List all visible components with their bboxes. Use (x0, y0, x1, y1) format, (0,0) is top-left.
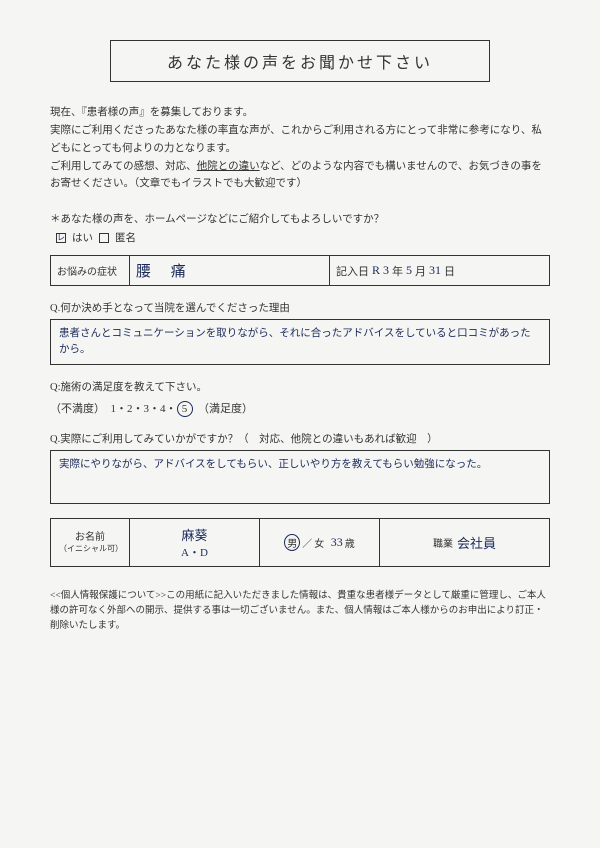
date-month: 5 (406, 263, 412, 278)
privacy-notice: <<個人情報保護について>>この用紙に記入いただきました情報は、貴重な患者様デー… (50, 589, 550, 635)
consent-checkboxes: レ はい 匿名 (50, 230, 550, 245)
occupation-value: 会社員 (457, 533, 496, 552)
rating-row: （不満度） 1・2・3・4・5 （満足度） (50, 400, 550, 417)
name-value-cell: 麻葵 A・D (130, 518, 260, 567)
question-2: Q:施術の満足度を教えて下さい。 (50, 379, 550, 394)
answer-3-box: 実際にやりながら、アドバイスをしてもらい、正しいやり方を教えてもらい勉強になった… (50, 450, 550, 504)
symptom-date-row: お悩みの症状 腰 痛 記入日 R 3 年 5 月 31 日 (50, 255, 550, 286)
name-info-row: お名前 （イニシャル可） 麻葵 A・D 男 ／ 女 33 歳 職業 会社員 (50, 518, 550, 567)
checkbox-anon[interactable] (99, 233, 109, 243)
checkbox-anon-label: 匿名 (115, 230, 136, 245)
name-label-cell: お名前 （イニシャル可） (50, 518, 130, 567)
intro-line: ご利用してみての感想、対応、他院との違いなど、どのような内容でも構いませんので、… (50, 158, 550, 194)
gender-female: 女 (314, 535, 324, 550)
gender-age-cell: 男 ／ 女 33 歳 (260, 518, 380, 567)
question-3: Q.実際にご利用してみていかがですか？（ 対応、他院との違いもあれば歓迎 ） (50, 431, 550, 446)
intro-block: 現在、『患者様の声』を募集しております。 実際にご利用くださったあなた様の率直な… (50, 104, 550, 193)
consent-question: ＊あなた様の声を、ホームページなどにご紹介してもよろしいですか？ (50, 211, 550, 226)
page-title: あなた様の声をお聞かせ下さい (167, 55, 433, 72)
date-day: 31 (429, 263, 441, 278)
symptom-value: 腰 痛 (136, 260, 194, 281)
name-kanji: 麻葵 (181, 525, 207, 544)
name-initial: A・D (181, 544, 208, 560)
date-era: R (372, 263, 380, 278)
symptom-value-cell: 腰 痛 (130, 255, 330, 286)
answer-1: 患者さんとコミュニケーションを取りながら、それに合ったアドバイスをしていると口コ… (59, 328, 531, 355)
rating-numbers: 1・2・3・4・ (111, 403, 177, 415)
date-label: 記入日 (336, 263, 369, 279)
answer-1-box: 患者さんとコミュニケーションを取りながら、それに合ったアドバイスをしていると口コ… (50, 319, 550, 365)
date-year: 3 (383, 263, 389, 278)
occupation-label: 職業 (433, 535, 453, 550)
checkbox-yes-label: はい (72, 230, 93, 245)
rating-left-label: （不満度） (50, 403, 105, 415)
checkbox-yes[interactable]: レ (56, 233, 66, 243)
page-title-box: あなた様の声をお聞かせ下さい (110, 40, 490, 82)
gender-selected: 男 (284, 534, 300, 551)
rating-selected: 5 (177, 401, 193, 417)
intro-line: 実際にご利用くださったあなた様の率直な声が、これからご利用される方にとって非常に… (50, 122, 550, 158)
intro-line: 現在、『患者様の声』を募集しております。 (50, 104, 550, 122)
question-1: Q.何か決め手となって当院を選んでくださった理由 (50, 300, 550, 315)
symptom-label: お悩みの症状 (50, 255, 130, 286)
answer-3: 実際にやりながら、アドバイスをしてもらい、正しいやり方を教えてもらい勉強になった… (59, 459, 487, 470)
occupation-cell: 職業 会社員 (380, 518, 550, 567)
age-value: 33 (331, 535, 343, 550)
date-cell: 記入日 R 3 年 5 月 31 日 (330, 255, 550, 286)
rating-right-label: （満足度） (198, 403, 253, 415)
underlined-text: 他院との違い (197, 161, 260, 172)
